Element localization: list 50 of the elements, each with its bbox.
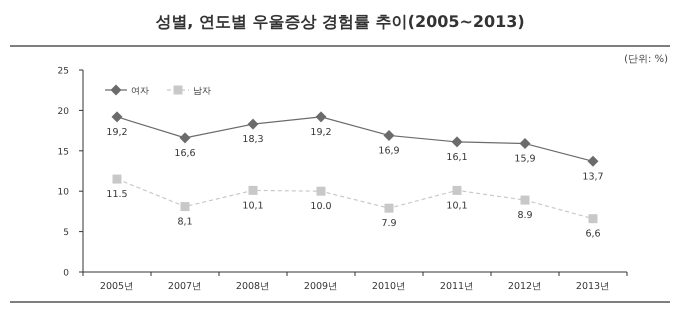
point	[384, 204, 394, 213]
point	[520, 138, 530, 150]
data-label: 16,1	[446, 152, 468, 163]
point	[316, 186, 326, 196]
data-label: 10,1	[446, 200, 468, 212]
y-tick-label: 20	[58, 106, 70, 117]
data-label: 10,1	[242, 200, 264, 212]
y-tick-label: 25	[58, 66, 69, 76]
y-tick-label: 15	[58, 147, 69, 158]
point	[452, 186, 462, 195]
data-label: 8.9	[517, 210, 533, 222]
point	[588, 214, 598, 224]
data-label: 18,3	[242, 134, 264, 146]
x-tick-label: 2012년	[508, 281, 542, 292]
point	[248, 118, 258, 130]
data-label: 16,6	[174, 148, 196, 159]
x-tick-label: 2010년	[372, 281, 406, 292]
point	[316, 111, 326, 122]
x-tick-label: 2009년	[304, 281, 338, 292]
y-tick-label: 0	[63, 268, 70, 278]
point	[112, 174, 122, 184]
chart-title: 성별, 연도별 우울증상 경험률 추이(2005~2013)	[155, 12, 525, 31]
x-tick-label: 2013년	[576, 281, 610, 292]
data-label: 7.9	[381, 218, 397, 230]
point	[588, 156, 598, 167]
data-label: 10.0	[310, 201, 332, 212]
data-label: 13,7	[582, 171, 604, 182]
legend-label: 여자	[131, 86, 149, 96]
data-label: 16,9	[378, 145, 400, 156]
text: (단위: %)	[624, 54, 668, 65]
data-label: 19,2	[106, 126, 128, 138]
x-tick-label: 2011년	[440, 281, 474, 292]
y-tick-label: 10	[58, 188, 70, 198]
point	[180, 132, 190, 144]
x-tick-label: 2005년	[100, 281, 134, 292]
data-label: 19,2	[310, 126, 332, 138]
point	[180, 202, 190, 212]
point	[452, 136, 462, 148]
y-tick-label: 5	[63, 228, 69, 238]
x-tick-label: 2007년	[168, 281, 202, 292]
data-label: 15,9	[514, 154, 536, 165]
point	[248, 186, 258, 195]
x-tick-label: 2008년	[236, 281, 270, 292]
point	[384, 130, 394, 141]
data-label: 6,6	[585, 228, 601, 240]
legend-label: 남자	[193, 86, 211, 96]
data-label: 8,1	[177, 216, 193, 228]
data-label: 11.5	[106, 189, 128, 200]
point	[112, 111, 122, 122]
point	[520, 196, 530, 205]
